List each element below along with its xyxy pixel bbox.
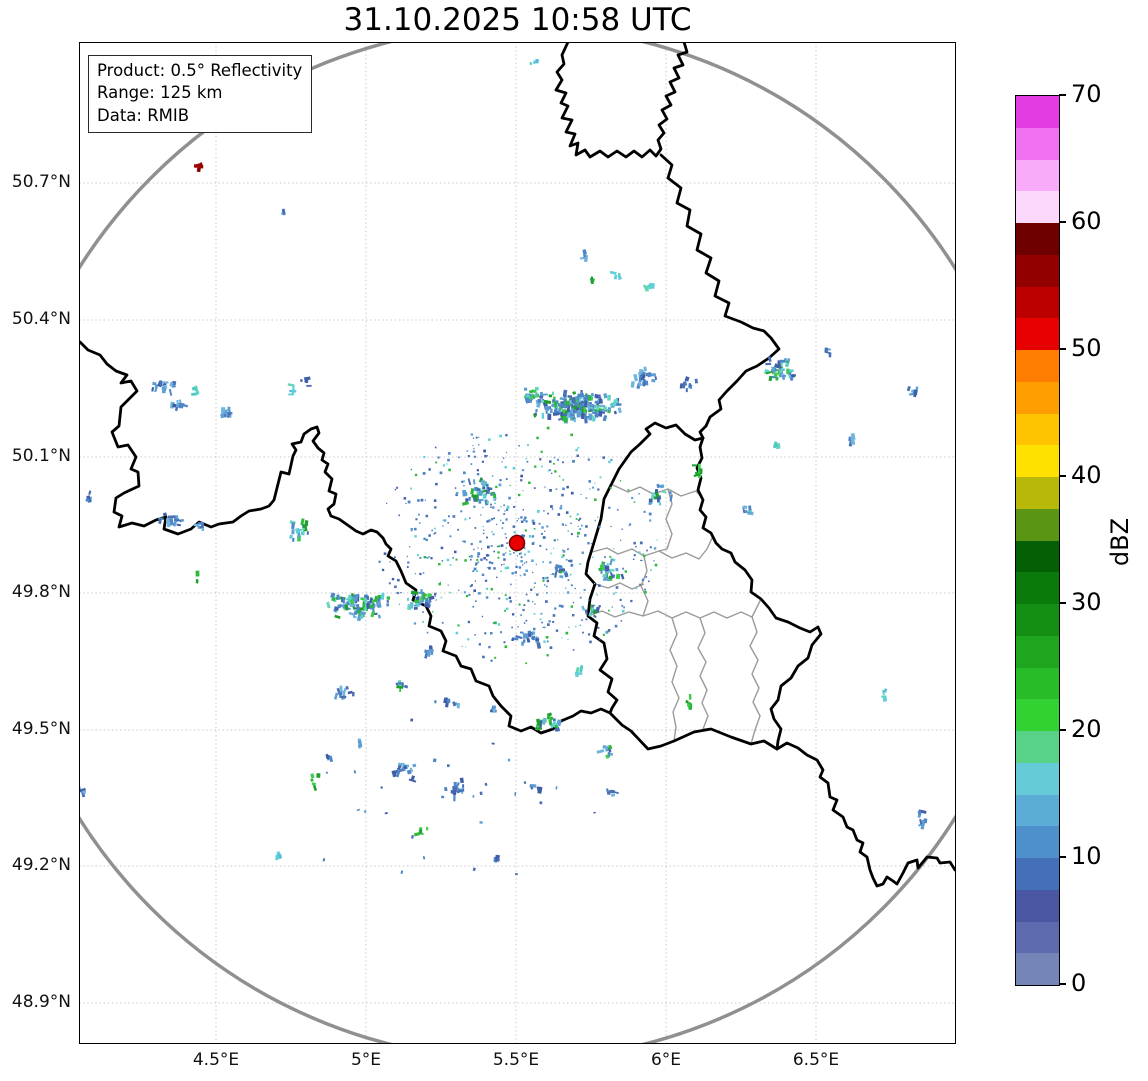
colorbar-tick-mark	[1059, 856, 1066, 858]
colorbar-unit-label: dBZ	[1103, 510, 1137, 574]
colorbar-segment	[1016, 382, 1059, 414]
colorbar-segment	[1016, 541, 1059, 573]
colorbar-tick-mark	[1059, 94, 1066, 96]
lat-tick-label: 50.4°N	[0, 309, 71, 329]
colorbar-segment	[1016, 128, 1059, 160]
lat-tick-label: 49.8°N	[0, 582, 71, 602]
colorbar-segment	[1016, 96, 1059, 128]
colorbar-segment	[1016, 223, 1059, 255]
colorbar-segment	[1016, 509, 1059, 541]
lat-tick-label: 50.7°N	[0, 172, 71, 192]
colorbar-segment	[1016, 414, 1059, 446]
colorbar-tick-mark	[1059, 221, 1066, 223]
colorbar-tick-label: 50	[1071, 334, 1102, 362]
lon-tick-label: 6°E	[621, 1050, 711, 1070]
colorbar-segment	[1016, 350, 1059, 382]
colorbar-tick-mark	[1059, 602, 1066, 604]
info-range: Range: 125 km	[97, 82, 302, 104]
figure-title: 31.10.2025 10:58 UTC	[79, 2, 956, 38]
colorbar	[1015, 95, 1060, 986]
colorbar-segment	[1016, 477, 1059, 509]
colorbar-segment	[1016, 890, 1059, 922]
colorbar-segment	[1016, 858, 1059, 890]
colorbar-segment	[1016, 763, 1059, 795]
info-product: Product: 0.5° Reflectivity	[97, 60, 302, 82]
colorbar-tick-label: 10	[1071, 842, 1102, 870]
colorbar-tick-label: 70	[1071, 80, 1102, 108]
product-info-box: Product: 0.5° Reflectivity Range: 125 km…	[88, 55, 312, 133]
lat-tick-label: 50.1°N	[0, 446, 71, 466]
map-plot	[79, 42, 956, 1044]
lat-tick-label: 49.2°N	[0, 855, 71, 875]
colorbar-segment	[1016, 287, 1059, 319]
colorbar-tick-label: 30	[1071, 588, 1102, 616]
lat-tick-label: 49.5°N	[0, 719, 71, 739]
colorbar-segment	[1016, 572, 1059, 604]
colorbar-segment	[1016, 636, 1059, 668]
colorbar-segment	[1016, 826, 1059, 858]
colorbar-tick-mark	[1059, 983, 1066, 985]
colorbar-segment	[1016, 922, 1059, 954]
colorbar-tick-label: 40	[1071, 461, 1102, 489]
colorbar-tick-mark	[1059, 475, 1066, 477]
lon-tick-label: 5°E	[321, 1050, 411, 1070]
colorbar-segment	[1016, 160, 1059, 192]
colorbar-tick-mark	[1059, 729, 1066, 731]
colorbar-segment	[1016, 953, 1059, 985]
map-canvas	[79, 42, 956, 1044]
colorbar-segment	[1016, 795, 1059, 827]
colorbar-segment	[1016, 191, 1059, 223]
colorbar-tick-label: 0	[1071, 969, 1086, 997]
radar-figure: 31.10.2025 10:58 UTC Product: 0.5° Refle…	[0, 0, 1148, 1081]
colorbar-tick-label: 60	[1071, 207, 1102, 235]
colorbar-segment	[1016, 604, 1059, 636]
lon-tick-label: 6.5°E	[771, 1050, 861, 1070]
info-data-source: Data: RMIB	[97, 105, 302, 127]
colorbar-segment	[1016, 318, 1059, 350]
colorbar-segment	[1016, 668, 1059, 700]
colorbar-segment	[1016, 699, 1059, 731]
lon-tick-label: 5.5°E	[471, 1050, 561, 1070]
lon-tick-label: 4.5°E	[171, 1050, 261, 1070]
colorbar-tick-label: 20	[1071, 715, 1102, 743]
colorbar-segment	[1016, 445, 1059, 477]
colorbar-segment	[1016, 255, 1059, 287]
lat-tick-label: 48.9°N	[0, 992, 71, 1012]
colorbar-tick-mark	[1059, 348, 1066, 350]
colorbar-segment	[1016, 731, 1059, 763]
